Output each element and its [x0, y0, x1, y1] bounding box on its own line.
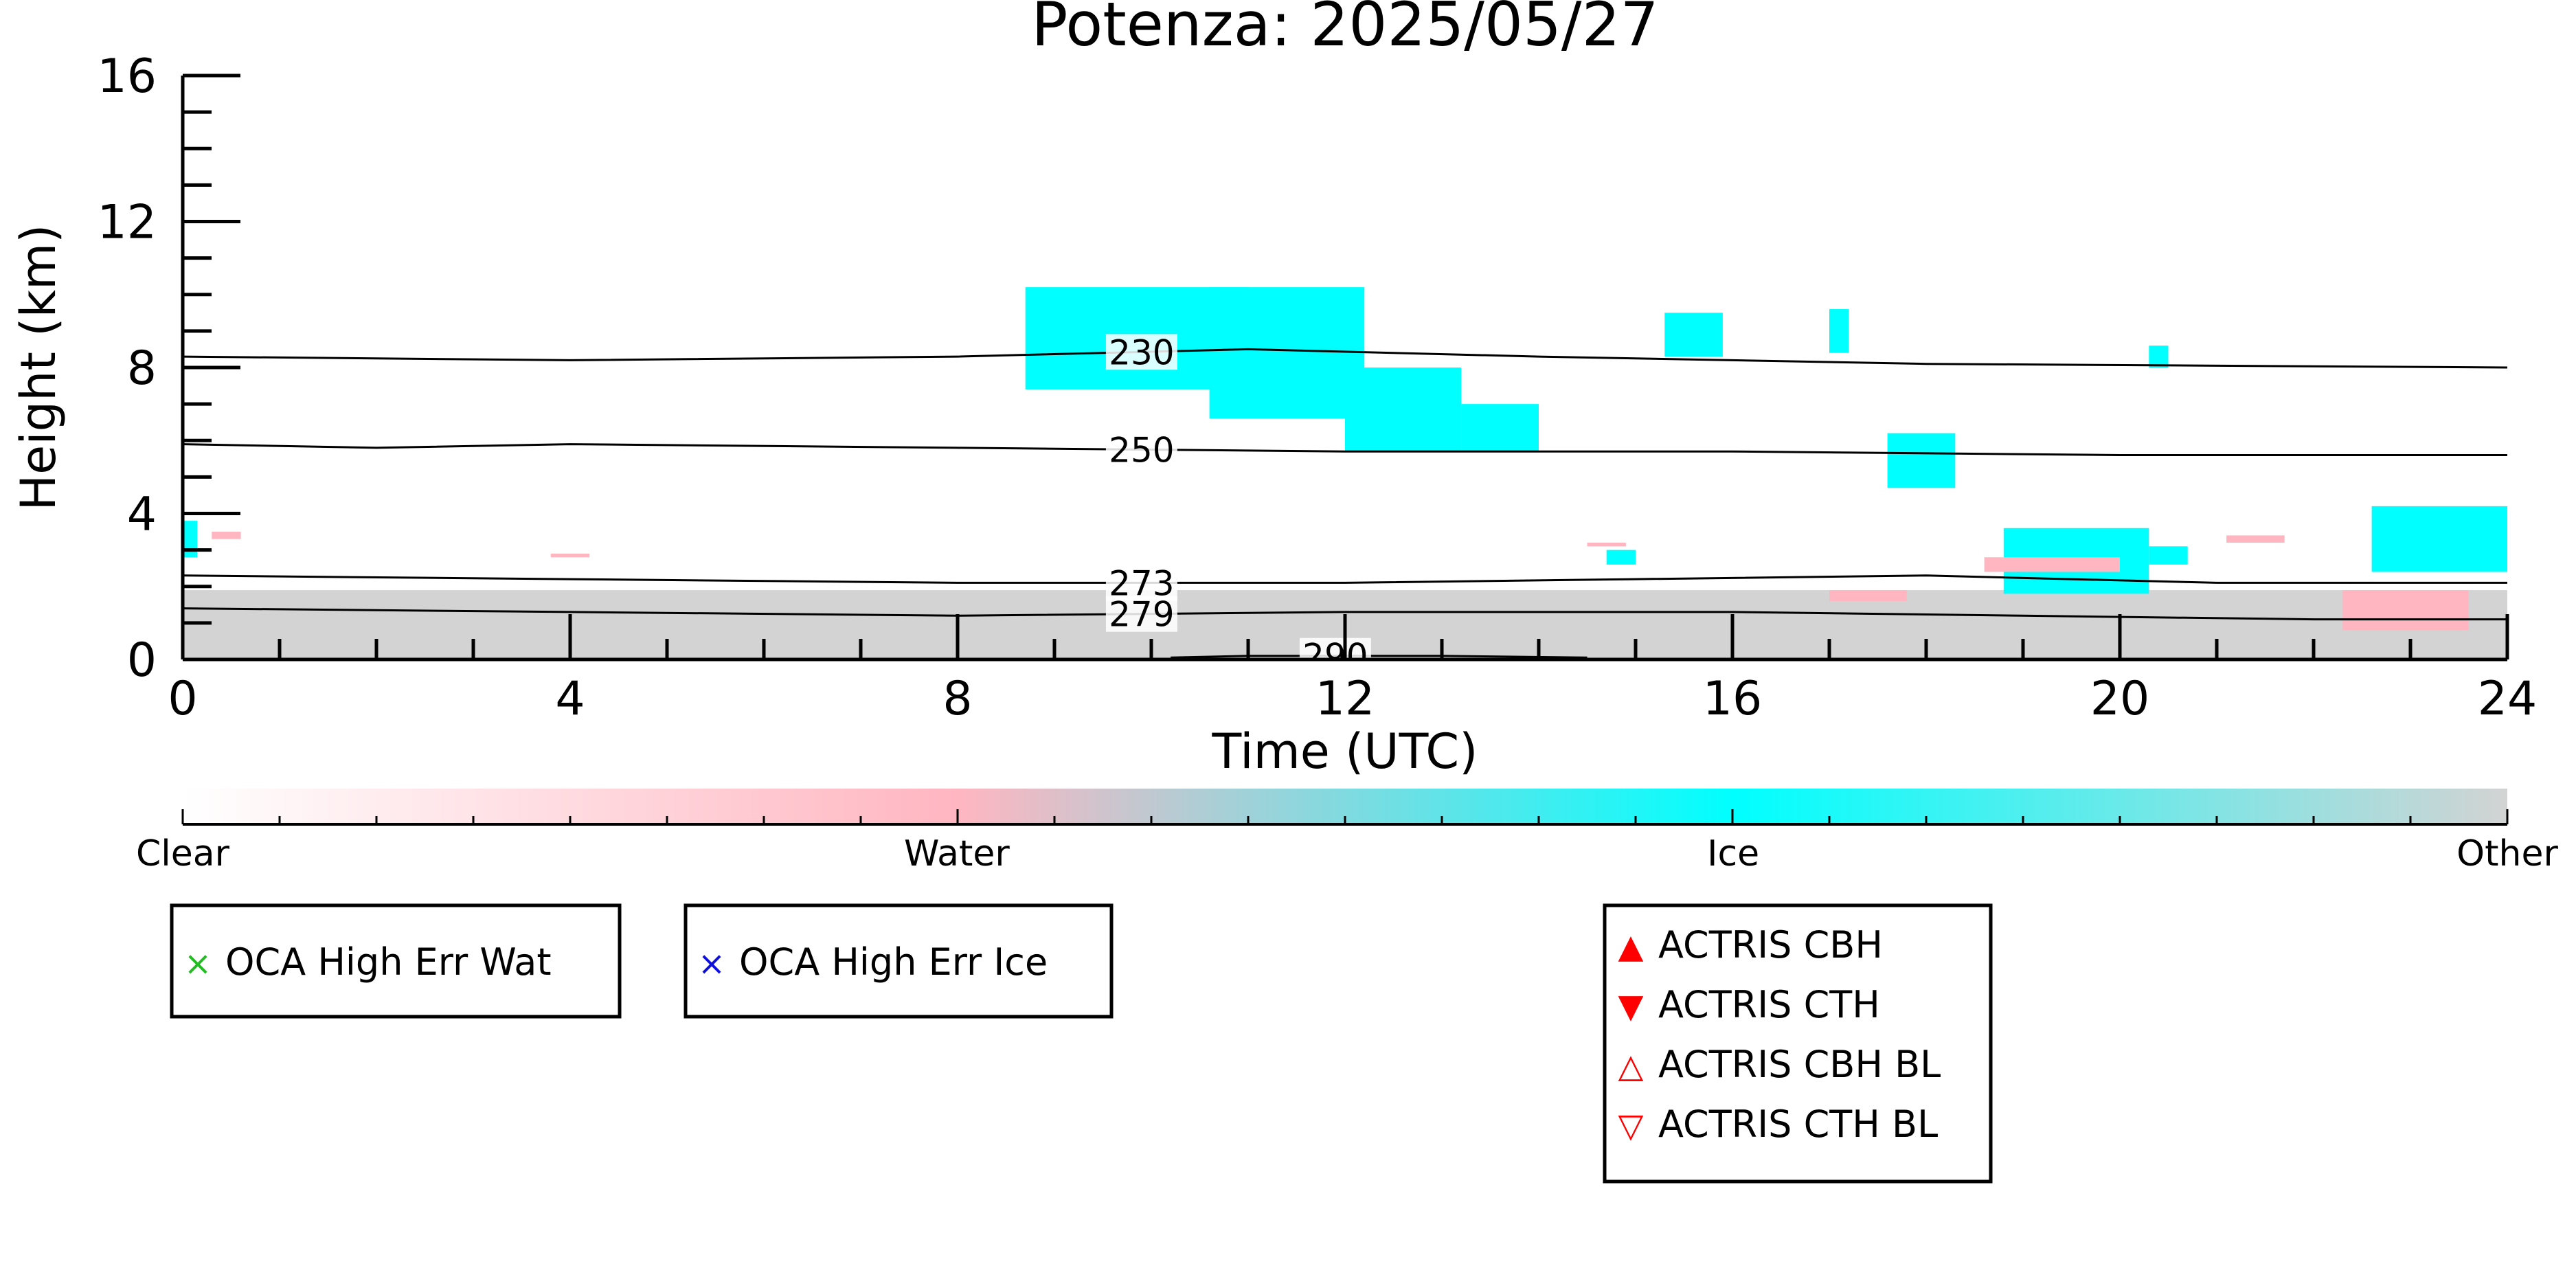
ice-region: [2149, 346, 2169, 368]
contour-label: 250: [1109, 430, 1174, 470]
colorbar-label: Water: [904, 833, 1010, 874]
chart-title: Potenza: 2025/05/27: [1031, 0, 1658, 60]
x-tick-label: 4: [555, 672, 585, 726]
contour-line: [183, 348, 2507, 369]
ice-region: [1664, 313, 1723, 357]
y-tick-label: 16: [97, 49, 157, 104]
water-region: [1829, 590, 1907, 601]
legends: × OCA High Err Wat × OCA High Err Ice ▲ ACTRI…: [170, 903, 1993, 1184]
y-tick-label: 0: [127, 633, 157, 688]
legend-frame: [170, 903, 622, 1019]
colorbar-label: Ice: [1707, 833, 1759, 874]
x-tick-label: 12: [1315, 672, 1375, 726]
legend-marker-icon: ▲: [1618, 927, 1644, 966]
y-tick-label: 12: [97, 196, 157, 250]
contour-label-bg: [1105, 431, 1177, 468]
x-tick-label: 16: [1703, 672, 1763, 726]
ice-region: [1887, 433, 1956, 488]
water-region: [212, 532, 241, 539]
x-tick-label: 20: [2090, 672, 2150, 726]
y-tick-label: 4: [127, 488, 157, 542]
ice-region: [183, 521, 198, 558]
legend-marker-icon: ▼: [1618, 987, 1644, 1026]
ice-region: [1606, 550, 1636, 565]
contour-label: 290: [1302, 637, 1368, 677]
legend-box: × OCA High Err Wat: [170, 903, 622, 1019]
legend-marker-icon: ×: [184, 945, 212, 983]
colorbar-label: Clear: [136, 833, 230, 874]
ice-region: [1345, 368, 1462, 452]
legend-label: ACTRIS CBH BL: [1658, 1043, 1941, 1086]
x-ticks: 0 4 8 12 16 20 24: [168, 614, 2537, 726]
legend-label: OCA High Err Wat: [225, 940, 552, 984]
water-region: [550, 553, 590, 558]
contour-label-bg: [1105, 596, 1177, 632]
contour-label: 230: [1109, 332, 1174, 372]
colorbar-label: Other: [2456, 833, 2558, 874]
legend-label: OCA High Err Ice: [739, 940, 1048, 984]
water-region: [1587, 543, 1626, 547]
legend-label: ACTRIS CTH: [1658, 983, 1880, 1026]
y-ticks: 0 4 8 12 16: [97, 49, 240, 688]
colorbar-ticks: Clear Water Ice Other: [136, 809, 2558, 874]
legend-label: ACTRIS CBH: [1658, 923, 1883, 967]
x-axis-label: Time (UTC): [1212, 723, 1478, 780]
ice-region: [1461, 404, 1539, 452]
contour-label-bg: [1299, 637, 1371, 659]
legend-frame: [683, 903, 1114, 1019]
contour-line: [183, 574, 2507, 584]
ice-region: [2371, 506, 2507, 572]
legend-marker-icon: △: [1618, 1047, 1644, 1085]
water-region: [2226, 535, 2285, 543]
ice-region: [2149, 546, 2188, 565]
legend-label: ACTRIS CTH BL: [1658, 1103, 1938, 1146]
legend-box: × OCA High Err Ice: [683, 903, 1114, 1019]
contour-label-bg: [1105, 334, 1177, 370]
contour-line: [183, 607, 2507, 621]
y-axis-label: Height (km): [10, 225, 67, 511]
y-tick-label: 8: [127, 341, 157, 396]
x-tick-label: 24: [2478, 672, 2538, 726]
water-region: [1984, 557, 2120, 572]
cloud-regions: [183, 287, 2507, 659]
contour-label-bg: [1105, 565, 1177, 601]
legend-frame: [1603, 903, 1993, 1184]
legend-marker-icon: ×: [698, 945, 725, 983]
legend-box: ▲ ACTRIS CBH ▼ ACTRIS CTH △ ACTRIS CBH BL ▽ ACT…: [1603, 903, 1993, 1184]
contour-label: 279: [1109, 595, 1174, 635]
ice-region: [1209, 287, 1365, 419]
ice-region: [1829, 309, 1849, 353]
water-region: [2342, 590, 2469, 631]
x-tick-label: 0: [168, 672, 197, 726]
legend-marker-icon: ▽: [1618, 1107, 1644, 1145]
x-tick-label: 8: [942, 672, 972, 726]
